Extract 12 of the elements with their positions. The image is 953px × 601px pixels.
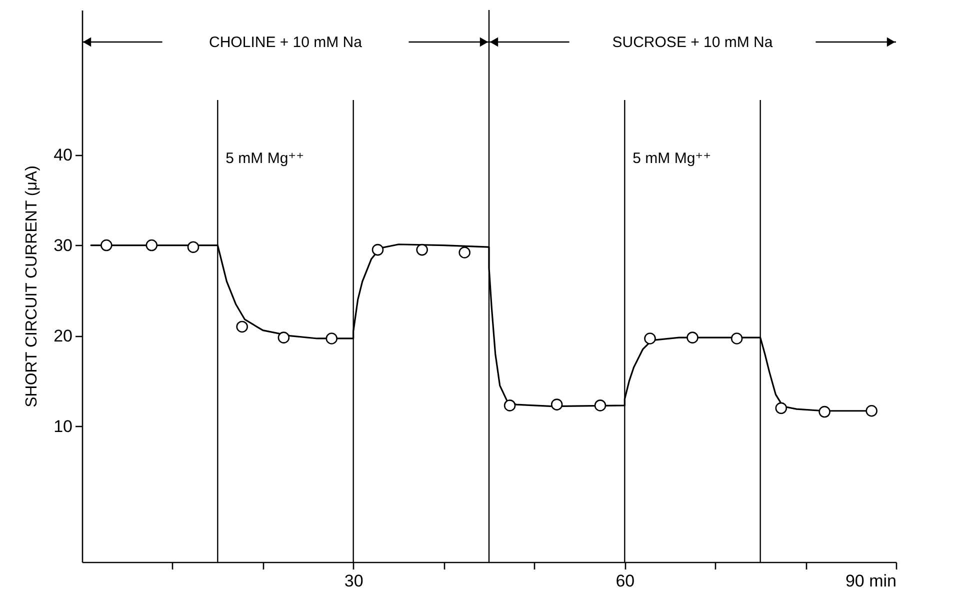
annotation: SUCROSE + 10 mM Na xyxy=(612,34,774,51)
annotation: CHOLINE + 10 mM Na xyxy=(209,34,363,51)
y-tick-label: 40 xyxy=(54,145,72,164)
y-tick-label: 10 xyxy=(54,416,72,436)
ref-line-label: 5 mM Mg⁺⁺ xyxy=(226,150,304,167)
x-tick-label: 60 xyxy=(616,572,635,590)
ref-line-label: 5 mM Mg⁺⁺ xyxy=(632,150,712,167)
y-axis-title: SHORT CIRCUIT CURRENT (μA) xyxy=(24,166,41,408)
y-tick-label: 30 xyxy=(54,236,72,255)
x-tick-label: 90 min xyxy=(845,572,896,590)
x-tick-label: 30 xyxy=(344,572,364,590)
y-tick-label: 20 xyxy=(54,326,72,346)
